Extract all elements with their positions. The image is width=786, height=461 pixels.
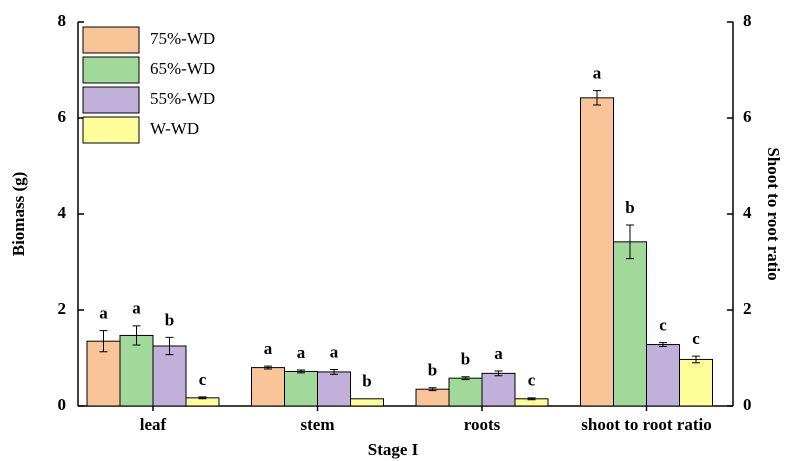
bar — [284, 370, 318, 407]
y2-tick-label: 0 — [743, 395, 752, 414]
error-bar — [527, 397, 536, 401]
x-tick-label: stem — [301, 415, 335, 434]
x-tick-label: roots — [464, 415, 501, 434]
significance-label: a — [494, 344, 503, 363]
bar — [613, 241, 647, 407]
y-tick-label: 4 — [58, 203, 67, 222]
bar — [679, 358, 713, 407]
error-bar — [264, 365, 272, 370]
y-tick-label: 6 — [58, 107, 67, 126]
bar — [119, 334, 154, 407]
significance-label: a — [330, 342, 339, 361]
significance-label: b — [165, 310, 174, 329]
significance-label: b — [428, 361, 437, 380]
error-bar — [461, 376, 470, 381]
legend-label: 55%-WD — [150, 89, 215, 108]
legend-label: W-WD — [150, 119, 199, 138]
bar — [646, 344, 680, 407]
significance-label: b — [625, 198, 634, 217]
error-bar — [593, 90, 601, 106]
bar — [448, 377, 483, 407]
bar — [152, 345, 187, 407]
legend-label: 75%-WD — [150, 29, 215, 48]
significance-label: c — [199, 370, 207, 389]
bar — [481, 372, 516, 407]
significance-label: c — [528, 371, 536, 390]
legend-swatch — [82, 56, 140, 84]
x-axis-label: Stage I — [368, 440, 419, 459]
bar — [350, 398, 384, 407]
error-bar — [99, 330, 108, 353]
x-tick-label: leaf — [140, 415, 167, 434]
significance-label: a — [297, 343, 306, 362]
significance-label: b — [362, 372, 371, 391]
significance-label: a — [132, 299, 141, 318]
y2-tick-label: 6 — [743, 107, 752, 126]
significance-label: c — [692, 329, 700, 348]
x-tick-label: shoot to root ratio — [581, 415, 711, 434]
significance-label: b — [461, 350, 470, 369]
error-bar — [428, 387, 437, 392]
y-axis-label: Biomass (g) — [9, 172, 28, 257]
error-bar — [494, 370, 503, 377]
y-tick-label: 8 — [58, 11, 67, 30]
legend-label: 65%-WD — [150, 59, 215, 78]
significance-label: a — [593, 64, 602, 83]
bar — [251, 367, 285, 407]
y2-tick-label: 4 — [743, 203, 752, 222]
y-tick-label: 0 — [58, 395, 67, 414]
y-tick-label: 2 — [58, 299, 67, 318]
bar — [580, 97, 614, 407]
error-bar — [626, 224, 634, 260]
error-bar — [132, 325, 141, 346]
error-bar — [659, 342, 667, 347]
legend-swatch — [82, 26, 140, 54]
significance-label: a — [99, 304, 108, 323]
error-bar — [165, 336, 174, 356]
y2-tick-label: 2 — [743, 299, 752, 318]
y2-tick-label: 8 — [743, 11, 752, 30]
error-bar — [330, 369, 338, 375]
error-bar — [692, 355, 700, 364]
bar — [317, 371, 351, 407]
significance-label: a — [264, 339, 273, 358]
y2-axis-label: Shoot to root ratio — [764, 147, 783, 280]
legend-swatch — [82, 86, 140, 114]
error-bar — [198, 396, 207, 400]
legend-swatch — [82, 116, 140, 144]
error-bar — [297, 369, 305, 374]
significance-label: c — [659, 316, 667, 335]
bar — [415, 388, 450, 407]
